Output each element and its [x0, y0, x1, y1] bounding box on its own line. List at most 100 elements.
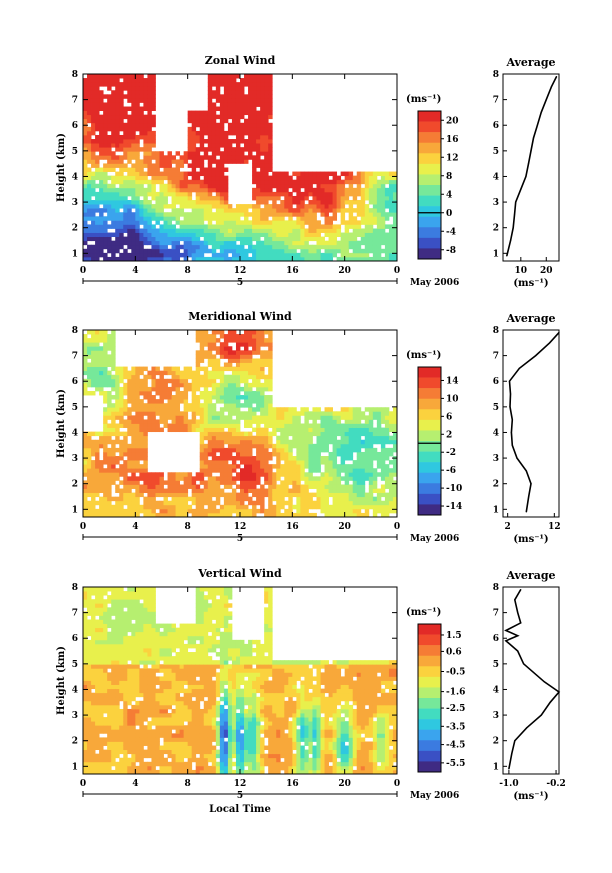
heatmap-cell: [215, 236, 221, 242]
heatmap-cell: [83, 680, 88, 685]
heatmap-cell: [207, 370, 213, 376]
heatmap-cell: [219, 163, 225, 168]
heatmap-cell: [155, 216, 160, 221]
heatmap-cell: [107, 106, 112, 111]
heatmap-cell: [248, 500, 253, 506]
heatmap-cell: [203, 390, 209, 396]
heatmap-cell: [324, 504, 329, 510]
heatmap-cell: [91, 187, 96, 193]
heatmap-cell: [316, 456, 321, 461]
heatmap-cell: [312, 232, 317, 238]
heatmap-cell: [240, 78, 245, 83]
heatmap-cell: [348, 200, 354, 205]
heatmap-cell: [103, 476, 108, 481]
heatmap-cell: [292, 427, 297, 433]
heatmap-cell: [99, 378, 104, 384]
heatmap-cell: [256, 350, 261, 355]
heatmap-cell: [195, 407, 201, 412]
heatmap-cell: [207, 419, 213, 424]
heatmap-cell: [135, 143, 140, 148]
heatmap-cell: [344, 431, 350, 437]
heatmap-cell: [131, 122, 136, 128]
heatmap-cell: [240, 411, 245, 416]
heatmap-cell: [167, 212, 172, 217]
heatmap-cell: [231, 74, 237, 79]
heatmap-cell: [328, 419, 333, 424]
heatmap-cell: [336, 228, 342, 233]
heatmap-cell: [264, 175, 269, 181]
heatmap-cell: [95, 155, 100, 160]
heatmap-cell: [91, 220, 96, 225]
heatmap-cell: [392, 224, 398, 229]
heatmap-cell: [211, 403, 217, 408]
heatmap-cell: [388, 447, 394, 453]
heatmap-cell: [260, 464, 265, 469]
profile-y-tick-label: 7: [493, 96, 499, 106]
heatmap-cell: [151, 492, 156, 498]
heatmap-cell: [284, 451, 289, 457]
heatmap-cell: [376, 472, 382, 477]
heatmap-cell: [83, 631, 88, 637]
heatmap-cell: [211, 504, 217, 510]
heatmap-cell: [252, 147, 257, 152]
heatmap-cell: [235, 248, 241, 254]
heatmap-cell: [392, 208, 398, 213]
heatmap-cell: [392, 415, 398, 420]
heatmap-cell: [252, 492, 257, 498]
heatmap-cell: [231, 82, 237, 87]
heatmap-cell: [135, 451, 140, 457]
heatmap-cell: [211, 228, 217, 233]
heatmap-cell: [280, 244, 285, 250]
heatmap-cell: [384, 447, 390, 453]
heatmap-cell: [244, 386, 249, 392]
heatmap-cell: [207, 216, 213, 221]
heatmap-cell: [316, 484, 321, 489]
heatmap-cell: [107, 195, 112, 201]
heatmap-cell: [111, 122, 116, 128]
heatmap-cell: [252, 488, 257, 494]
heatmap-cell: [356, 240, 362, 246]
heatmap-cell: [171, 472, 176, 477]
heatmap-cell: [111, 480, 116, 485]
heatmap-cell: [288, 460, 293, 465]
heatmap-cell: [83, 733, 88, 738]
heatmap-cell: [103, 175, 108, 181]
heatmap-cell: [276, 504, 281, 510]
heatmap-cell: [272, 195, 277, 201]
vertical-heatmap: [83, 587, 398, 775]
heatmap-cell: [95, 126, 100, 132]
heatmap-cell: [147, 183, 152, 189]
heatmap-cell: [372, 456, 378, 461]
heatmap-cell: [119, 200, 124, 205]
heatmap-cell: [207, 443, 213, 449]
heatmap-cell: [312, 228, 317, 233]
heatmap-cell: [284, 460, 289, 465]
heatmap-cell: [248, 512, 253, 518]
heatmap-cell: [163, 236, 168, 242]
heatmap-cell: [167, 378, 172, 384]
heatmap-cell: [380, 179, 386, 185]
heatmap-cell: [372, 496, 378, 502]
heatmap-cell: [99, 134, 104, 140]
heatmap-cell: [99, 252, 104, 258]
heatmap-cell: [284, 236, 289, 242]
heatmap-cell: [143, 126, 148, 132]
heatmap-cell: [368, 443, 374, 449]
heatmap-cell: [264, 126, 269, 132]
heatmap-cell: [384, 484, 390, 489]
heatmap-cell: [171, 370, 176, 376]
heatmap-cell: [195, 423, 201, 428]
heatmap-cell: [135, 415, 140, 420]
heatmap-cell: [215, 204, 221, 209]
heatmap-cell: [95, 171, 100, 177]
heatmap-cell: [235, 114, 241, 120]
heatmap-cell: [95, 346, 100, 351]
heatmap-cell: [107, 191, 112, 197]
heatmap-cell: [147, 171, 152, 177]
heatmap-cell: [171, 378, 176, 384]
heatmap-cell: [240, 220, 245, 225]
heatmap-cell: [123, 399, 128, 404]
heatmap-cell: [240, 334, 245, 339]
heatmap-cell: [340, 468, 346, 473]
heatmap-cell: [135, 480, 140, 485]
